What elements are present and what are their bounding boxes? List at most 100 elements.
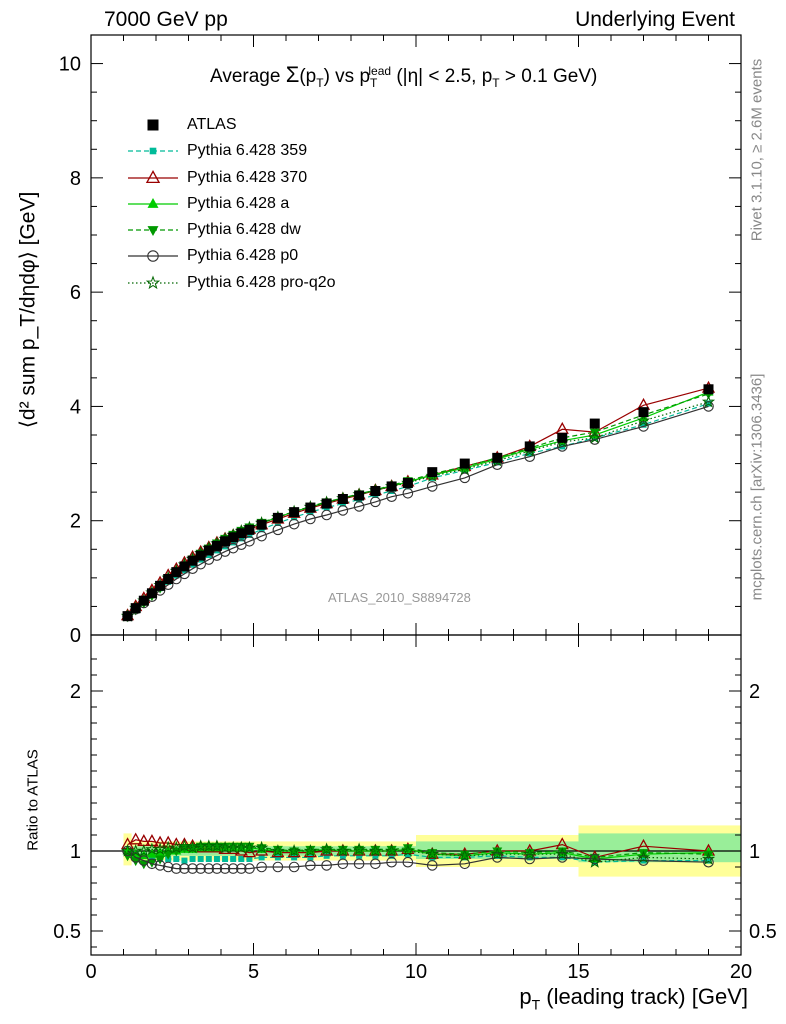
observable-group-label: Underlying Event	[575, 8, 735, 31]
y-tick-label-main-4: 8	[70, 168, 81, 190]
ratio-point-pythia-6-428-359	[291, 854, 298, 861]
legend-label: Pythia 6.428 359	[187, 142, 308, 160]
legend-swatch	[128, 169, 178, 183]
main-point-atlas	[557, 432, 568, 443]
ratio-line-pythia-6-428-dw	[127, 845, 709, 865]
title-prefix: Average	[210, 66, 286, 87]
main-point-pythia-6-428-p0	[288, 518, 300, 530]
y-axis-label-ratio: Ratio to ATLAS	[18, 720, 48, 880]
main-point-atlas	[122, 611, 133, 622]
ratio-point-pythia-6-428-359	[197, 856, 204, 862]
ratio-point-pythia-6-428-pro-q2o	[555, 847, 569, 860]
main-point-atlas	[589, 418, 600, 429]
ratio-point-pythia-6-428-dw	[638, 849, 649, 859]
legend-label: Pythia 6.428 dw	[187, 221, 301, 239]
analysis-id-watermark: ATLAS_2010_S8894728	[328, 590, 471, 605]
ratio-point-pythia-6-428-dw	[289, 847, 300, 857]
ratio-point-pythia-6-428-pro-q2o	[490, 847, 504, 860]
legend-marker	[145, 169, 161, 183]
main-point-atlas	[337, 494, 348, 504]
ratio-point-pythia-6-428-359	[230, 856, 237, 862]
ratio-point-pythia-6-428-dw	[155, 855, 166, 865]
ratio-point-pythia-6-428-p0	[146, 858, 158, 870]
ratio-point-pythia-6-428-359	[181, 857, 188, 864]
mcplots-reference: mcplots.cern.ch [arXiv:1306.3436]	[748, 373, 766, 601]
ratio-point-pythia-6-428-pro-q2o	[177, 839, 192, 852]
main-point-pythia-6-428-p0	[256, 530, 267, 542]
ratio-point-pythia-6-428-p0	[524, 853, 536, 865]
ratio-point-pythia-6-428-359	[356, 852, 363, 859]
x-axis-label-rest: (leading track) [GeV]	[540, 984, 748, 1009]
ratio-point-pythia-6-428-pro-q2o	[352, 842, 366, 856]
ratio-point-pythia-6-428-dw	[524, 849, 535, 859]
main-point-atlas	[187, 555, 198, 566]
main-point-pythia-6-428-p0	[272, 524, 284, 536]
ratio-point-pythia-6-428-pro-q2o	[271, 843, 285, 857]
ratio-point-pythia-6-428-dw	[187, 844, 198, 854]
ratio-point-pythia-6-428-p0	[179, 863, 190, 874]
x-tick-label-2: 10	[405, 961, 427, 983]
legend-label: Pythia 6.428 a	[187, 194, 290, 212]
y-axis-label-main-text: ⟨d² sum p_T/dηdφ⟩ [GeV]	[16, 191, 40, 429]
ratio-point-pythia-6-428-dw	[272, 845, 283, 855]
x-tick-label-1: 5	[248, 961, 259, 983]
title-cut-sub: T	[492, 75, 500, 90]
ratio-point-pythia-6-428-pro-q2o	[153, 842, 167, 856]
main-point-pythia-6-428-p0	[638, 421, 649, 432]
ratio-point-pythia-6-428-p0	[370, 858, 381, 870]
ratio-point-pythia-6-428-359	[388, 852, 395, 859]
ratio-point-pythia-6-428-pro-q2o	[254, 840, 269, 854]
ratio-point-pythia-6-428-p0	[219, 863, 231, 874]
ratio-point-pythia-6-428-pro-q2o	[336, 843, 350, 857]
main-point-atlas	[354, 490, 365, 501]
ratio-point-pythia-6-428-p0	[195, 863, 206, 874]
main-point-atlas	[402, 478, 413, 488]
ratio-point-pythia-6-428-p0	[305, 860, 316, 871]
main-point-atlas	[289, 507, 300, 518]
x-axis-label-p: p	[519, 984, 532, 1009]
ratio-point-pythia-6-428-359	[258, 854, 265, 861]
main-point-atlas	[492, 452, 503, 463]
main-point-atlas	[228, 532, 239, 543]
main-point-atlas	[244, 524, 255, 535]
ratio-point-pythia-6-428-pro-q2o	[137, 843, 151, 857]
y-tick-label-ratio-right-0: 0.5	[749, 921, 777, 943]
ratio-point-pythia-6-428-dw	[427, 849, 438, 859]
main-series-pythia-6-428-a	[122, 386, 714, 620]
main-point-pythia-6-428-p0	[370, 496, 381, 508]
title-lead-sup: lead	[368, 63, 392, 78]
ratio-point-pythia-6-428-p0	[638, 855, 649, 866]
main-point-pythia-6-428-359	[238, 535, 245, 542]
main-point-atlas	[427, 467, 438, 478]
main-series-pythia-6-428-370	[120, 380, 716, 621]
legend-swatch	[128, 226, 178, 237]
title-lead-sub: T	[370, 75, 378, 90]
ratio-point-pythia-6-428-pro-q2o	[636, 850, 651, 864]
legend-marker	[149, 147, 157, 155]
ratio-point-pythia-6-428-dw	[228, 842, 239, 852]
y-tick-label-ratio-right-2: 2	[749, 681, 760, 703]
ratio-point-pythia-6-428-370	[153, 835, 167, 848]
main-point-pythia-6-428-p0	[524, 451, 536, 463]
x-axis-label-sub: T	[531, 996, 541, 1013]
ratio-point-pythia-6-428-dw	[557, 847, 568, 857]
main-point-pythia-6-428-p0	[321, 509, 332, 521]
ratio-point-pythia-6-428-dw	[236, 842, 247, 852]
ratio-point-pythia-6-428-p0	[187, 863, 198, 874]
ratio-point-pythia-6-428-dw	[321, 845, 332, 855]
main-line-pythia-6-428-359	[127, 403, 709, 617]
ratio-point-pythia-6-428-359	[246, 856, 253, 862]
main-point-pythia-6-428-p0	[402, 487, 414, 499]
ratio-point-pythia-6-428-pro-q2o	[701, 851, 716, 865]
legend-marker	[147, 226, 159, 237]
ratio-point-pythia-6-428-dw	[220, 842, 231, 852]
main-point-pythia-6-428-p0	[386, 491, 397, 503]
main-point-pythia-6-428-p0	[459, 472, 471, 484]
legend-marker	[147, 119, 159, 131]
ratio-point-pythia-6-428-pro-q2o	[458, 848, 472, 862]
ratio-point-pythia-6-428-dw	[386, 845, 397, 855]
ratio-point-pythia-6-428-p0	[171, 863, 182, 874]
ratio-point-pythia-6-428-dw	[244, 842, 255, 852]
ratio-point-pythia-6-428-pro-q2o	[242, 840, 257, 854]
ratio-point-pythia-6-428-359	[189, 856, 196, 862]
